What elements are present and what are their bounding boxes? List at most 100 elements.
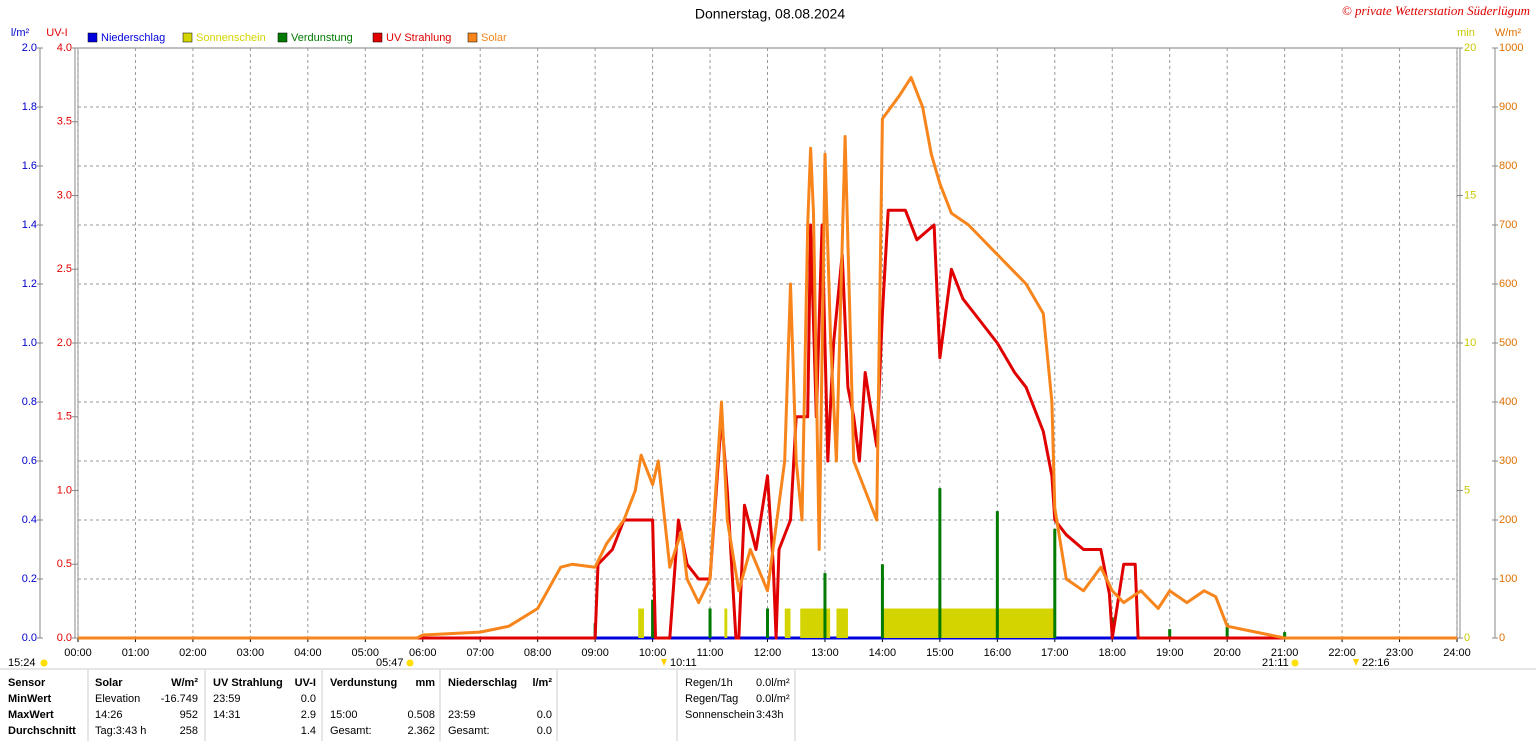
evaporation-bar bbox=[1283, 632, 1287, 638]
legend-label: Sonnenschein bbox=[196, 32, 266, 44]
y-tick-label: 0.2 bbox=[22, 573, 37, 585]
x-tick-label: 02:00 bbox=[179, 647, 207, 659]
x-tick-label: 21:00 bbox=[1271, 647, 1299, 659]
sun-time: 10:11 bbox=[670, 657, 697, 669]
y-axis-label: UV-I bbox=[46, 27, 67, 39]
y-tick-label: 900 bbox=[1499, 101, 1517, 113]
x-tick-label: 06:00 bbox=[409, 647, 437, 659]
x-tick-label: 16:00 bbox=[984, 647, 1012, 659]
sun-icon bbox=[40, 659, 48, 667]
x-tick-label: 17:00 bbox=[1041, 647, 1069, 659]
legend-swatch bbox=[467, 32, 478, 43]
y-axis-label: l/m² bbox=[11, 27, 30, 39]
table-header: Sensor bbox=[8, 677, 46, 689]
x-tick-label: 07:00 bbox=[466, 647, 494, 659]
table-cell: 0.0 bbox=[537, 709, 552, 721]
evaporation-bar bbox=[651, 599, 655, 638]
y-tick-label: 800 bbox=[1499, 160, 1517, 172]
x-tick-label: 10:00 bbox=[639, 647, 667, 659]
x-tick-label: 14:00 bbox=[869, 647, 897, 659]
evaporation-bar bbox=[1225, 623, 1229, 638]
table-header: W/m² bbox=[171, 677, 198, 689]
y-tick-label: 1.6 bbox=[22, 160, 37, 172]
sun-time: 15:24 bbox=[8, 657, 36, 669]
y-tick-label: 0.5 bbox=[57, 558, 72, 570]
y-tick-label: 1.2 bbox=[22, 278, 37, 290]
series-line bbox=[78, 208, 1457, 640]
table-cell: 952 bbox=[180, 709, 198, 721]
y-tick-label: 1.5 bbox=[57, 411, 72, 423]
y-tick-label: 5 bbox=[1464, 484, 1470, 496]
legend-swatch bbox=[372, 32, 383, 43]
table-header: Niederschlag bbox=[448, 677, 517, 689]
y-tick-label: 1000 bbox=[1499, 42, 1523, 54]
table-header: Solar bbox=[95, 677, 123, 689]
y-tick-label: 1.0 bbox=[57, 484, 72, 496]
table-cell: -16.749 bbox=[161, 693, 198, 705]
sunshine-block bbox=[638, 608, 644, 638]
table-cell: 23:59 bbox=[213, 693, 241, 705]
y-tick-label: 700 bbox=[1499, 219, 1517, 231]
evaporation-bar bbox=[995, 511, 999, 638]
y-tick-label: 0.8 bbox=[22, 396, 37, 408]
sunshine-block bbox=[724, 608, 728, 638]
y-tick-label: 0.4 bbox=[22, 514, 37, 526]
copyright: © private Wetterstation Süderlügum bbox=[1342, 3, 1530, 18]
y-tick-label: 2.0 bbox=[22, 42, 37, 54]
sunshine-block bbox=[882, 608, 1055, 638]
table-cell: Tag:3:43 h bbox=[95, 725, 146, 737]
summary-cell: 3:43h bbox=[756, 709, 784, 721]
legend-label: Solar bbox=[481, 32, 507, 44]
x-tick-label: 05:00 bbox=[352, 647, 380, 659]
y-tick-label: 2.0 bbox=[57, 337, 72, 349]
legend-swatch bbox=[87, 32, 98, 43]
table-cell: 0.508 bbox=[407, 709, 435, 721]
table-header: UV Strahlung bbox=[213, 677, 283, 689]
y-tick-label: 0.0 bbox=[57, 632, 72, 644]
x-tick-label: 01:00 bbox=[122, 647, 150, 659]
legend-swatch bbox=[182, 32, 193, 43]
legend-swatch bbox=[277, 32, 288, 43]
x-tick-label: 24:00 bbox=[1443, 647, 1471, 659]
y-tick-label: 2.5 bbox=[57, 263, 72, 275]
x-tick-label: 22:00 bbox=[1328, 647, 1356, 659]
y-tick-label: 4.0 bbox=[57, 42, 72, 54]
table-cell: 23:59 bbox=[448, 709, 476, 721]
y-tick-label: 20 bbox=[1464, 42, 1476, 54]
y-tick-label: 1.0 bbox=[22, 337, 37, 349]
x-tick-label: 23:00 bbox=[1386, 647, 1414, 659]
y-axis-label: W/m² bbox=[1495, 27, 1522, 39]
x-tick-label: 13:00 bbox=[811, 647, 839, 659]
y-tick-label: 600 bbox=[1499, 278, 1517, 290]
legend-label: Niederschlag bbox=[101, 32, 165, 44]
evaporation-bar bbox=[938, 488, 942, 638]
y-tick-label: 1.8 bbox=[22, 101, 37, 113]
y-tick-label: 0 bbox=[1464, 632, 1470, 644]
x-tick-label: 04:00 bbox=[294, 647, 322, 659]
x-tick-label: 19:00 bbox=[1156, 647, 1184, 659]
y-tick-label: 200 bbox=[1499, 514, 1517, 526]
summary-cell: Sonnenschein bbox=[685, 709, 755, 721]
y-tick-label: 0.0 bbox=[22, 632, 37, 644]
y-tick-label: 400 bbox=[1499, 396, 1517, 408]
evaporation-bar bbox=[1168, 629, 1172, 638]
table-row-label: Durchschnitt bbox=[8, 725, 76, 737]
table-row-label: MaxWert bbox=[8, 709, 54, 721]
table-cell: 14:26 bbox=[95, 709, 123, 721]
sun-time: 22:16 bbox=[1362, 657, 1390, 669]
y-tick-label: 3.5 bbox=[57, 116, 72, 128]
evaporation-bar bbox=[823, 573, 827, 638]
sun-time: 05:47 bbox=[376, 657, 404, 669]
x-tick-label: 00:00 bbox=[64, 647, 92, 659]
summary-cell: Regen/Tag bbox=[685, 693, 738, 705]
table-cell: 258 bbox=[180, 725, 198, 737]
x-tick-label: 15:00 bbox=[926, 647, 954, 659]
x-tick-label: 18:00 bbox=[1098, 647, 1126, 659]
table-cell: Gesamt: bbox=[330, 725, 372, 737]
table-header: UV-I bbox=[295, 677, 316, 689]
y-tick-label: 500 bbox=[1499, 337, 1517, 349]
table-cell: Elevation bbox=[95, 693, 140, 705]
y-tick-label: 0.6 bbox=[22, 455, 37, 467]
evaporation-bar bbox=[1053, 528, 1057, 638]
y-tick-label: 100 bbox=[1499, 573, 1517, 585]
